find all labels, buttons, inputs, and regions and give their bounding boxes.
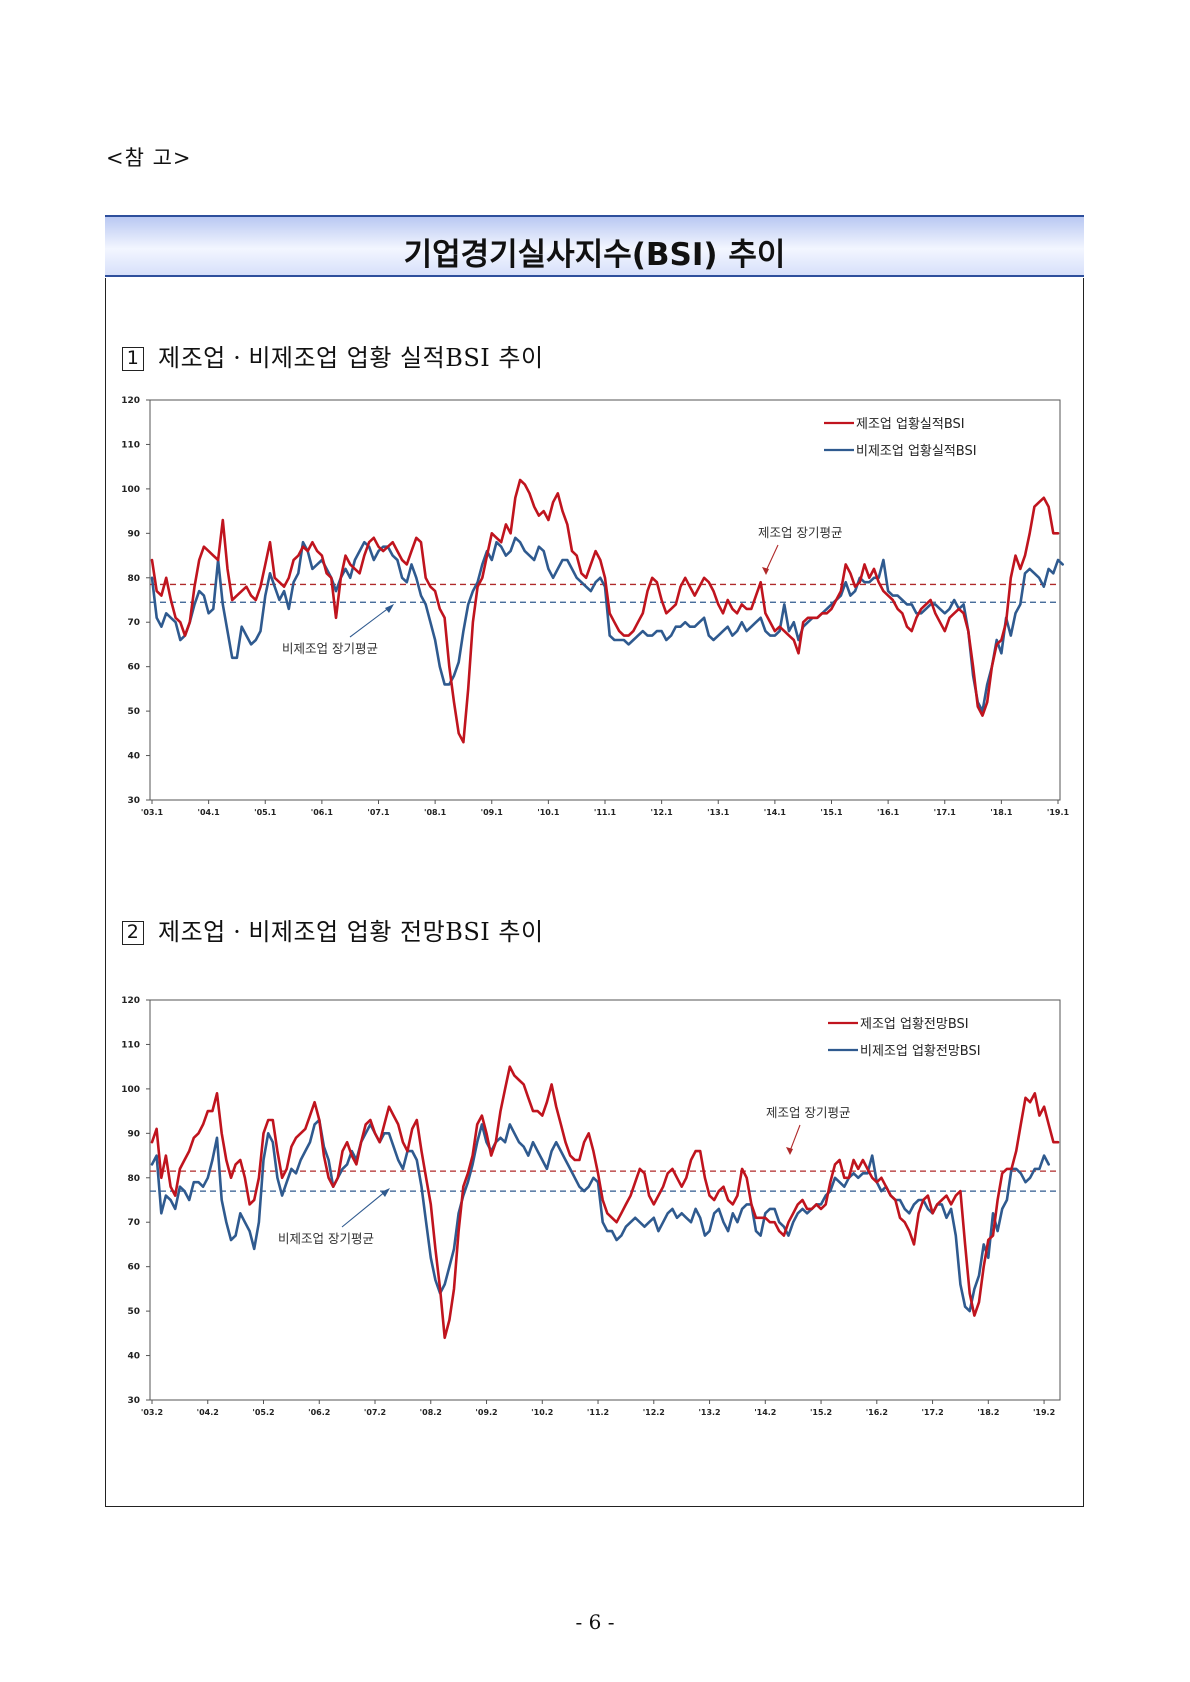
x-tick-label: '11.1 (594, 808, 617, 817)
mfg-average-annotation: 제조업 장기평균 (766, 1105, 850, 1120)
x-tick-label: '19.2 (1033, 1408, 1055, 1417)
y-tick-label: 30 (127, 1396, 140, 1406)
y-tick-label: 50 (127, 707, 140, 717)
y-tick-label: 90 (127, 1129, 140, 1139)
content-frame (105, 278, 1084, 1507)
y-tick-label: 50 (127, 1307, 140, 1317)
mfg-average-annotation: 제조업 장기평균 (758, 525, 842, 540)
x-tick-label: '06.1 (311, 808, 334, 817)
y-tick-label: 120 (121, 996, 140, 1006)
y-tick-label: 60 (127, 663, 140, 673)
x-tick-label: '15.1 (820, 808, 843, 817)
legend-label: 비제조업 업황실적BSI (856, 444, 977, 459)
mfg-average-arrowhead (786, 1147, 793, 1155)
x-tick-label: '04.1 (198, 808, 221, 817)
y-tick-label: 40 (127, 752, 140, 762)
x-tick-label: '16.2 (866, 1408, 888, 1417)
legend-label: 제조업 업황전망BSI (860, 1017, 969, 1032)
nonmfg-average-arrow (341, 1190, 387, 1228)
x-tick-label: '05.1 (254, 808, 277, 817)
y-tick-label: 120 (121, 396, 140, 406)
section-2-number: 2 (122, 921, 144, 945)
reference-label: <참 고> (106, 146, 192, 170)
x-tick-label: '08.1 (424, 808, 447, 817)
nonmfg-average-arrow (349, 606, 391, 638)
banner: 기업경기실사지수(BSI) 추이 (105, 215, 1084, 277)
chart-actual-bsi: 30 40 50 60 70 80 90 100 110 120 '03.1 '04.1 '05.1 '0… (121, 396, 1070, 817)
x-tick-label: '03.1 (141, 808, 164, 817)
section-2-title: 2 제조업ㆍ비제조업 업황 전망BSI 추이 (122, 912, 544, 947)
section-1-number: 1 (122, 347, 144, 371)
y-tick-label: 70 (127, 1218, 140, 1228)
x-tick-label: '14.1 (764, 808, 787, 817)
x-tick-label: '08.2 (420, 1408, 442, 1417)
y-tick-label: 100 (121, 485, 140, 495)
nonmfg-series-line (150, 1118, 1051, 1313)
nonmfg-series-line (150, 536, 1065, 713)
nonmfg-average-annotation: 비제조업 장기평균 (278, 1231, 374, 1246)
x-tick-label: '07.2 (364, 1408, 386, 1417)
x-tick-label: '19.1 (1047, 808, 1070, 817)
y-tick-label: 60 (127, 1263, 140, 1273)
x-tick-label: '12.1 (651, 808, 674, 817)
x-tick-label: '10.2 (531, 1408, 553, 1417)
nonmfg-average-annotation: 비제조업 장기평균 (282, 641, 378, 656)
x-tick-label: '06.2 (308, 1408, 330, 1417)
x-tick-label: '11.2 (587, 1408, 609, 1417)
x-tick-label: '07.1 (367, 808, 390, 817)
y-tick-label: 110 (121, 1040, 140, 1050)
section-1-text: 제조업ㆍ비제조업 업황 실적BSI 추이 (158, 344, 544, 372)
legend-label: 비제조업 업황전망BSI (860, 1044, 981, 1059)
x-tick-label: '13.2 (698, 1408, 720, 1417)
x-tick-label: '12.2 (643, 1408, 665, 1417)
y-tick-label: 100 (121, 1085, 140, 1095)
x-tick-label: '15.2 (810, 1408, 832, 1417)
mfg-series-line (150, 1065, 1060, 1340)
section-2-text: 제조업ㆍ비제조업 업황 전망BSI 추이 (158, 918, 544, 946)
x-tick-label: '16.1 (877, 808, 900, 817)
x-tick-label: '04.2 (197, 1408, 219, 1417)
chart-forecast-bsi: 30 40 50 60 70 80 90 100 110 120 '03.2 '04.2 '05.2 '0… (121, 996, 1061, 1417)
banner-title: 기업경기실사지수(BSI) 추이 (403, 237, 786, 273)
mfg-average-arrow (789, 1124, 801, 1152)
x-tick-label: '17.1 (934, 808, 957, 817)
mfg-average-arrowhead (762, 567, 769, 575)
plot-area (149, 999, 1061, 1401)
y-tick-label: 30 (127, 796, 140, 806)
mfg-series-line (150, 478, 1060, 744)
x-tick-label: '09.2 (475, 1408, 497, 1417)
mfg-average-arrow (765, 544, 779, 572)
legend-label: 제조업 업황실적BSI (856, 417, 965, 432)
x-tick-label: '18.2 (977, 1408, 999, 1417)
nonmfg-average-arrowhead (381, 1188, 390, 1197)
nonmfg-average-arrowhead (385, 604, 394, 613)
y-tick-label: 90 (127, 529, 140, 539)
y-tick-label: 80 (127, 1174, 140, 1184)
x-tick-label: '10.1 (537, 808, 560, 817)
x-tick-label: '14.2 (754, 1408, 776, 1417)
x-tick-label: '17.2 (921, 1408, 943, 1417)
x-tick-label: '05.2 (252, 1408, 274, 1417)
x-tick-label: '13.1 (707, 808, 730, 817)
y-tick-label: 70 (127, 618, 140, 628)
x-tick-label: '09.1 (481, 808, 504, 817)
x-tick-label: '18.1 (990, 808, 1013, 817)
x-tick-label: '03.2 (141, 1408, 163, 1417)
page-number: - 6 - (575, 1610, 615, 1634)
y-tick-label: 40 (127, 1352, 140, 1362)
y-tick-label: 80 (127, 574, 140, 584)
section-1-title: 1 제조업ㆍ비제조업 업황 실적BSI 추이 (122, 338, 544, 373)
y-tick-label: 110 (121, 440, 140, 450)
